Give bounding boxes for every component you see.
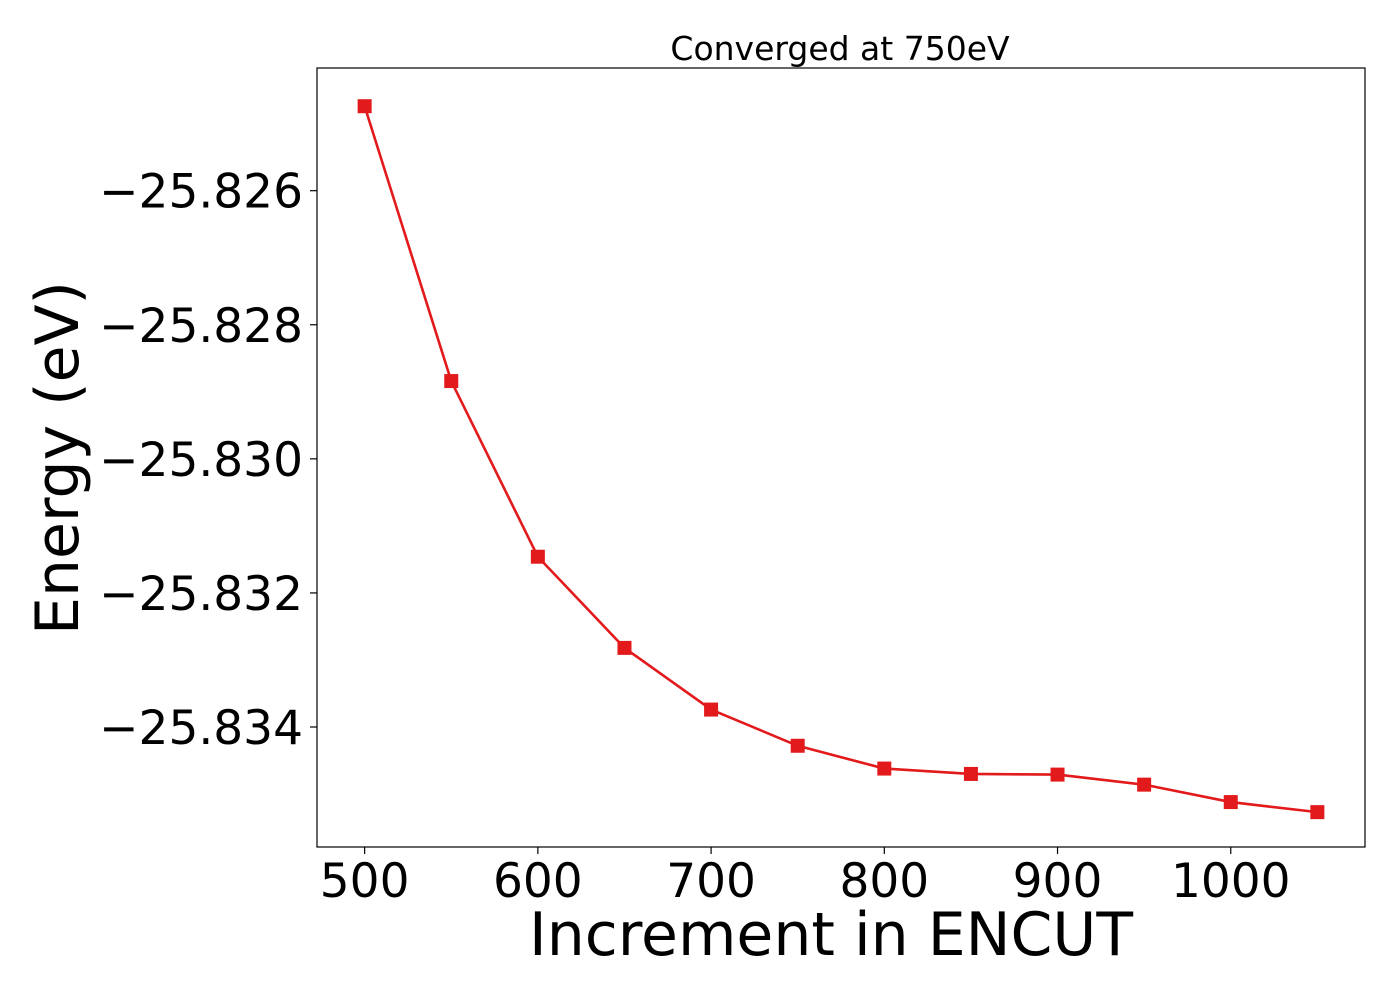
x-axis: 500 600 700 800 900 1000 [320, 847, 1291, 909]
x-tick-label: 1000 [1171, 854, 1291, 909]
data-point-marker [444, 374, 459, 389]
x-tick-label: 600 [493, 854, 583, 909]
y-axis-label: Energy (eV) [23, 281, 93, 635]
data-point-marker [1223, 795, 1238, 810]
y-tick-label: −25.832 [99, 567, 303, 622]
series-layer [357, 99, 1325, 820]
data-point-marker [617, 640, 632, 655]
data-point-marker [877, 761, 892, 776]
data-point-marker [1137, 777, 1152, 792]
plot-frame [316, 67, 1366, 848]
series-line [363, 105, 1318, 814]
data-point-marker [790, 738, 805, 753]
data-point-marker [357, 99, 372, 114]
data-point-marker [963, 766, 978, 781]
chart-title: Converged at 750eV [670, 29, 1010, 68]
x-axis-label: Increment in ENCUT [529, 900, 1133, 970]
y-tick-label: −25.830 [99, 433, 303, 488]
data-point-marker [1050, 767, 1065, 782]
x-tick-label: 700 [666, 854, 756, 909]
y-tick-label: −25.826 [99, 165, 303, 220]
x-tick-label: 900 [1013, 854, 1103, 909]
x-tick-label: 500 [320, 854, 410, 909]
y-tick-label: −25.828 [99, 299, 303, 354]
data-point-marker [530, 549, 545, 564]
data-point-marker [704, 702, 719, 717]
data-point-marker [1310, 805, 1325, 820]
x-tick-label: 800 [839, 854, 929, 909]
y-tick-label: −25.834 [99, 701, 303, 756]
y-axis: −25.826 −25.828 −25.830 −25.832 −25.834 [99, 165, 317, 756]
